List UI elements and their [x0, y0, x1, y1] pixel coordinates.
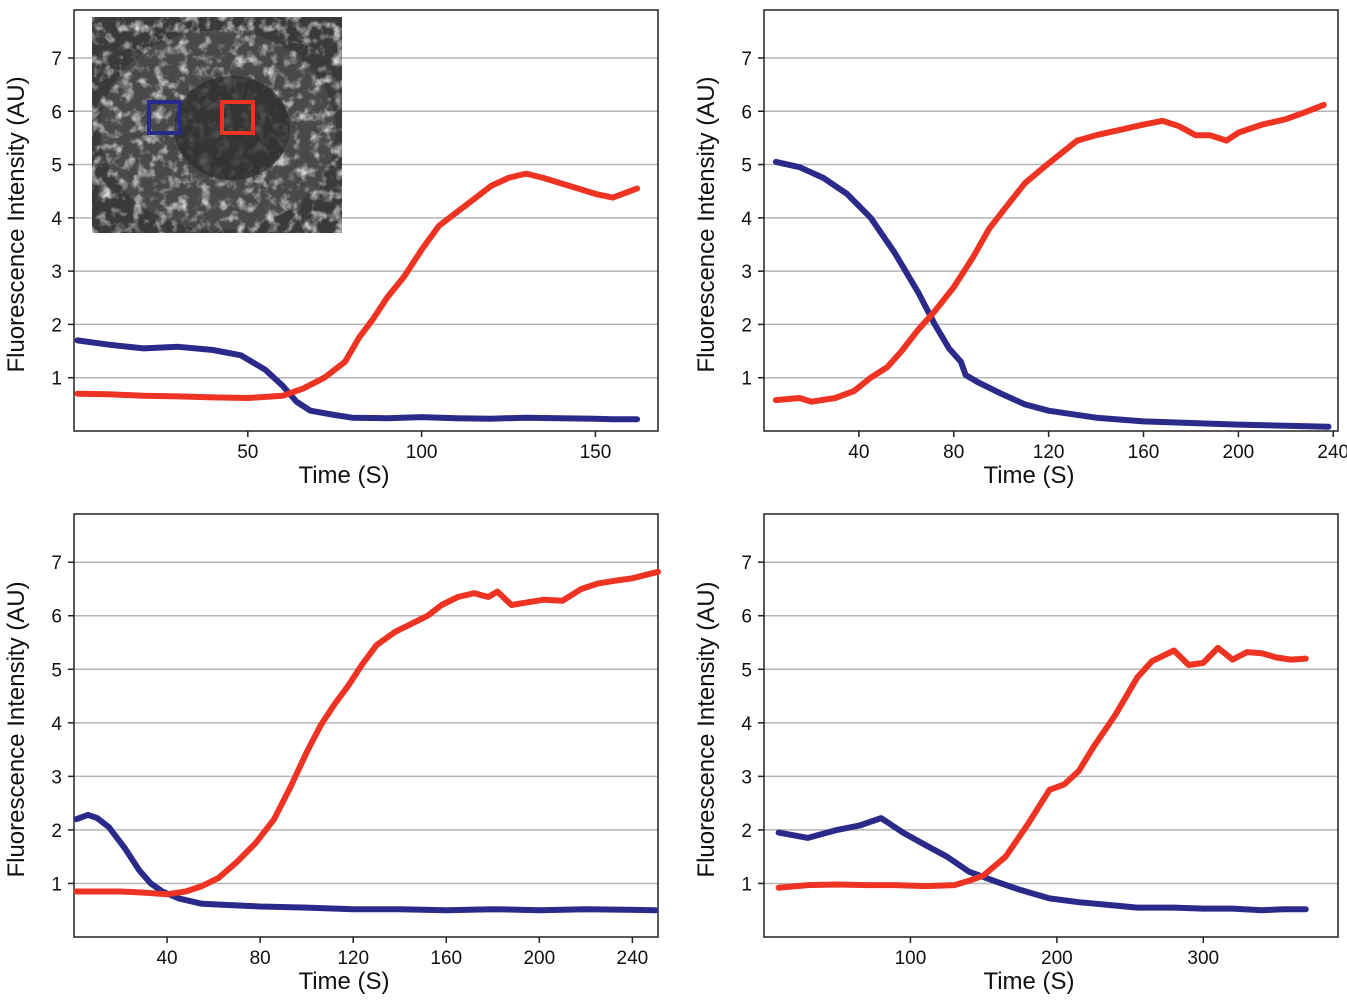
x-tick-label: 100 [406, 442, 438, 463]
inset-nucleus [174, 76, 290, 180]
y-tick-label: 4 [51, 209, 62, 230]
y-tick-label: 6 [51, 102, 62, 123]
y-tick-label: 3 [51, 767, 62, 788]
x-axis-label: Time (S) [983, 968, 1074, 995]
y-tick-label: 4 [741, 714, 752, 735]
roi-box-red [220, 100, 255, 135]
x-tick-label: 100 [895, 948, 927, 969]
y-tick-label: 3 [741, 767, 752, 788]
y-axis-label: Fluorescence Intensity (AU) [3, 76, 30, 372]
x-tick-label: 40 [848, 442, 869, 463]
y-tick-label: 7 [51, 553, 62, 574]
y-tick-label: 6 [51, 607, 62, 628]
y-tick-label: 7 [741, 49, 752, 70]
x-axis-label: Time (S) [298, 968, 389, 995]
x-axis-label: Time (S) [983, 462, 1074, 489]
series-line-blue [772, 158, 1332, 430]
series-line-blue [73, 811, 659, 914]
y-tick-label: 1 [741, 369, 752, 390]
x-tick-label: 240 [1317, 442, 1347, 463]
x-tick-label: 40 [156, 948, 177, 969]
y-tick-label: 2 [741, 821, 752, 842]
series-line-red [775, 644, 1309, 891]
y-tick-label: 5 [741, 156, 752, 177]
series-line-blue [74, 337, 641, 423]
x-tick-label: 200 [1041, 948, 1073, 969]
x-tick-label: 80 [250, 948, 271, 969]
plot-frame [763, 9, 1339, 432]
x-tick-label: 120 [337, 948, 369, 969]
series-line-red [74, 170, 641, 401]
y-tick-label: 7 [741, 553, 752, 574]
y-tick-label: 3 [51, 262, 62, 283]
chart-panel-3: 1 2 3 4 5 6 7 40 80 120 160 200 240 Time (S) Fluoresce… [3, 513, 661, 995]
x-tick-label: 80 [943, 442, 964, 463]
series-line-blue [775, 815, 1309, 914]
x-tick-label: 120 [1033, 442, 1065, 463]
y-tick-label: 6 [741, 102, 752, 123]
y-tick-label: 3 [741, 262, 752, 283]
y-tick-label: 6 [741, 607, 752, 628]
chart-panel-2: 1 2 3 4 5 6 7 40 80 120 160 200 240 Time (S) Fluoresce… [693, 9, 1347, 489]
plot-frame [763, 513, 1339, 938]
plot-frame [73, 9, 659, 432]
y-tick-label: 7 [51, 49, 62, 70]
y-tick-label: 5 [51, 660, 62, 681]
chart-panel-4: 1 2 3 4 5 6 7 100 200 300 Time (S) Fluorescence Int… [693, 513, 1339, 995]
series-line-red [772, 101, 1327, 405]
y-tick-label: 2 [741, 315, 752, 336]
y-axis-label: Fluorescence Intensity (AU) [693, 76, 720, 372]
y-tick-label: 5 [51, 156, 62, 177]
y-tick-label: 5 [741, 660, 752, 681]
x-tick-label: 50 [237, 442, 258, 463]
plot-frame [73, 513, 659, 938]
x-tick-label: 200 [1223, 442, 1255, 463]
y-tick-label: 1 [51, 369, 62, 390]
x-tick-label: 240 [617, 948, 649, 969]
inset-microscopy-image [92, 17, 342, 233]
series-line-red [73, 568, 661, 898]
y-axis-label: Fluorescence Intensity (AU) [3, 581, 30, 877]
x-tick-label: 160 [1128, 442, 1160, 463]
y-tick-label: 4 [741, 209, 752, 230]
y-tick-label: 4 [51, 714, 62, 735]
x-tick-label: 160 [430, 948, 462, 969]
roi-box-blue [147, 100, 182, 135]
y-tick-label: 1 [51, 874, 62, 895]
x-tick-label: 300 [1187, 948, 1219, 969]
x-axis-label: Time (S) [298, 462, 389, 489]
y-tick-label: 1 [741, 874, 752, 895]
y-tick-label: 2 [51, 821, 62, 842]
x-tick-label: 200 [523, 948, 555, 969]
y-tick-label: 2 [51, 315, 62, 336]
y-axis-label: Fluorescence Intensity (AU) [693, 581, 720, 877]
x-tick-label: 150 [580, 442, 612, 463]
